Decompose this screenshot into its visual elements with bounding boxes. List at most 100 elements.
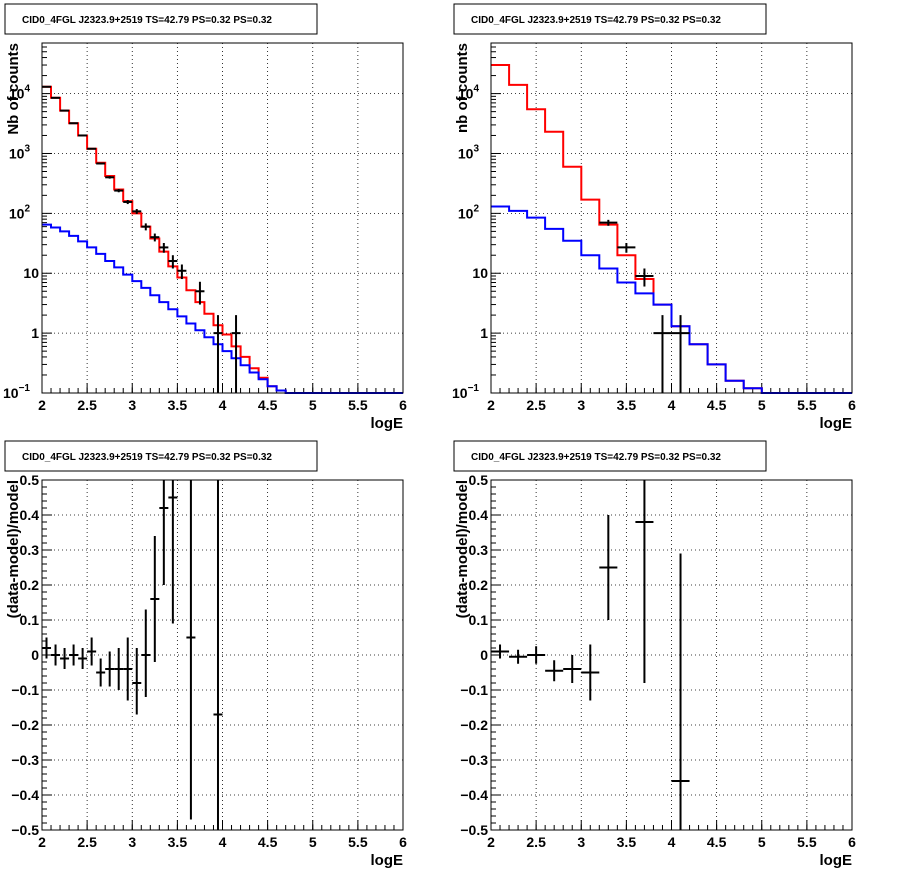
y-axis-label: (data-model)/model: [454, 480, 471, 618]
x-tick-label: 3: [128, 834, 136, 850]
y-tick-label: 0: [480, 647, 488, 663]
chart-title: CID0_4FGL J2323.9+2519 TS=42.79 PS=0.32 …: [22, 15, 272, 26]
x-tick-label: 5.5: [797, 397, 817, 413]
y-tick-exponent: 2: [473, 203, 479, 214]
y-tick-exponent: −1: [19, 383, 31, 394]
x-tick-label: 2: [487, 397, 495, 413]
x-tick-label: 3.5: [168, 834, 188, 850]
y-tick-label: 1: [480, 325, 488, 341]
plot-frame: [41, 42, 404, 394]
y-tick-label: −0.1: [11, 682, 39, 698]
y-tick-exponent: 2: [24, 203, 30, 214]
panel-top-right: CID0_4FGL J2323.9+2519 TS=42.79 PS=0.32 …: [452, 3, 856, 432]
y-tick-label: −0.3: [460, 752, 488, 768]
x-axis-label: logE: [371, 415, 404, 432]
title-box: [4, 440, 318, 472]
plot-area: 2 2.5 3 3.5 4 4.5 5 5.5 6 −0.5 −0.4 −0.3 −0.2 −0.1 0 0.…: [5, 472, 407, 869]
y-tick-label: 0.1: [20, 612, 40, 628]
x-tick-label: 5: [758, 834, 766, 850]
x-tick-label: 4: [668, 397, 676, 413]
y-tick-label: −0.2: [460, 717, 488, 733]
plot-frame: [41, 479, 404, 831]
x-tick-label: 3: [577, 834, 585, 850]
y-tick-label: 0.2: [20, 577, 40, 593]
x-tick-label: 2.5: [526, 397, 546, 413]
panel-top-left: CID0_4FGL J2323.9+2519 TS=42.79 PS=0.32 …: [3, 3, 407, 432]
plot-frame: [490, 42, 853, 394]
chart-title: CID0_4FGL J2323.9+2519 TS=42.79 PS=0.32 …: [471, 15, 721, 26]
panel-bottom-right: CID0_4FGL J2323.9+2519 TS=42.79 PS=0.32 …: [453, 440, 856, 869]
y-axis-label: Nb of counts: [5, 43, 22, 135]
y-tick-label: −0.2: [11, 717, 39, 733]
y-tick-exponent: −1: [468, 383, 480, 394]
chart-title: CID0_4FGL J2323.9+2519 TS=42.79 PS=0.32 …: [22, 452, 272, 463]
x-tick-label: 6: [399, 834, 407, 850]
y-tick-label: 0.5: [469, 472, 489, 488]
plot-frame: [490, 479, 853, 831]
y-tick-label: 10: [472, 265, 488, 281]
y-tick-label: 0.2: [469, 577, 489, 593]
y-tick-label: −0.5: [460, 822, 488, 838]
x-tick-label: 4.5: [707, 397, 727, 413]
x-tick-label: 4.5: [258, 397, 278, 413]
y-tick-label: 102: [458, 203, 480, 221]
y-tick-label: 102: [9, 203, 31, 221]
x-tick-label: 6: [399, 397, 407, 413]
x-tick-label: 4: [668, 834, 676, 850]
x-tick-label: 5.5: [348, 834, 368, 850]
x-tick-label: 5: [309, 834, 317, 850]
y-tick-exponent: 3: [473, 143, 479, 154]
y-tick-label: 103: [9, 143, 31, 161]
x-tick-label: 3.5: [617, 397, 637, 413]
x-tick-label: 4: [219, 397, 227, 413]
y-tick-label: −0.4: [11, 787, 39, 803]
y-tick-exponent: 4: [24, 84, 30, 95]
x-tick-label: 6: [848, 834, 856, 850]
x-axis-label: logE: [820, 852, 853, 869]
y-tick-label: 0: [31, 647, 39, 663]
y-tick-label: 0.5: [20, 472, 40, 488]
x-tick-label: 4: [219, 834, 227, 850]
y-tick-label: 10−1: [3, 383, 30, 401]
y-tick-label: 10: [23, 265, 39, 281]
x-axis-label: logE: [371, 852, 404, 869]
x-axis-label: logE: [820, 415, 853, 432]
title-box: [453, 440, 767, 472]
y-tick-label: 103: [458, 143, 480, 161]
x-tick-label: 2: [487, 834, 495, 850]
x-tick-label: 2.5: [77, 834, 97, 850]
y-axis-label: nb of counts: [454, 43, 471, 133]
y-tick-label: 1: [31, 325, 39, 341]
y-tick-exponent: 4: [473, 84, 479, 95]
x-tick-label: 2: [38, 834, 46, 850]
x-tick-label: 6: [848, 397, 856, 413]
plot-area: 2 2.5 3 3.5 4 4.5 5 5.5 6 −0.5 −0.4 −0.3 −0.2 −0.1 0 0.…: [454, 472, 856, 869]
y-tick-exponent: 3: [24, 143, 30, 154]
x-tick-label: 5: [309, 397, 317, 413]
x-tick-label: 2.5: [526, 834, 546, 850]
x-tick-label: 3.5: [168, 397, 188, 413]
x-tick-label: 5.5: [797, 834, 817, 850]
y-tick-label: −0.4: [460, 787, 488, 803]
y-tick-label: 10−1: [452, 383, 479, 401]
title-box: [4, 3, 318, 35]
x-tick-label: 3.5: [617, 834, 637, 850]
x-tick-label: 5: [758, 397, 766, 413]
x-tick-label: 5.5: [348, 397, 368, 413]
x-tick-label: 4.5: [707, 834, 727, 850]
y-tick-label: 0.4: [469, 507, 489, 523]
panel-bottom-left: CID0_4FGL J2323.9+2519 TS=42.79 PS=0.32 …: [4, 440, 407, 869]
y-axis-label: (data-model)/model: [5, 480, 22, 618]
plot-area: 2 2.5 3 3.5 4 4.5 5 5.5 610−1110102103104logENb …: [3, 42, 407, 432]
y-tick-label: 0.1: [469, 612, 489, 628]
y-tick-label: 0.3: [20, 542, 40, 558]
plot-area: 2 2.5 3 3.5 4 4.5 5 5.5 610−1110102103104logEnb …: [452, 42, 856, 432]
model-histogram-line: [491, 205, 852, 394]
x-tick-label: 2.5: [77, 397, 97, 413]
y-tick-label: −0.5: [11, 822, 39, 838]
title-box: [453, 3, 767, 35]
y-tick-label: −0.1: [460, 682, 488, 698]
y-tick-label: 0.3: [469, 542, 489, 558]
x-tick-label: 2: [38, 397, 46, 413]
